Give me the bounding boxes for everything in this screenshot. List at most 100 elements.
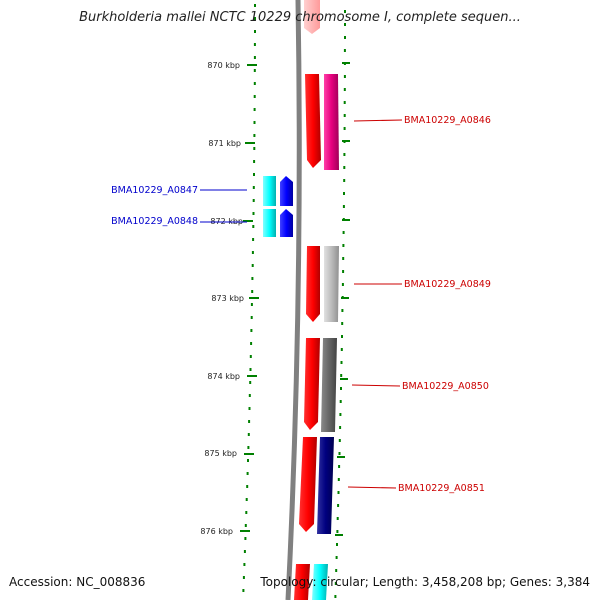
backbone-arc	[285, 0, 302, 600]
ring-dot	[339, 413, 342, 416]
ring-dot	[253, 134, 256, 137]
gene-label-848[interactable]: BMA10229_A0848	[111, 216, 198, 227]
gene-label-849[interactable]: BMA10229_A0849	[404, 279, 491, 290]
accession-label: Accession: NC_008836	[9, 575, 146, 589]
gene-arrow-846	[324, 74, 339, 170]
ring-dot	[338, 452, 341, 455]
ring-dot	[343, 75, 346, 78]
ring-dot	[334, 582, 337, 585]
ring-dot	[251, 290, 254, 293]
ring-dot	[343, 192, 345, 195]
ring-dot	[250, 303, 253, 306]
gene-top-partial-pink	[304, 0, 320, 34]
ring-dot	[247, 433, 250, 436]
ring-dot	[344, 10, 346, 13]
gene-arrow-848b	[280, 209, 293, 237]
ring-dot	[253, 173, 255, 176]
ring-dot	[337, 478, 340, 481]
ring-dot	[243, 563, 246, 566]
ring-dot	[246, 472, 249, 475]
ring-dot	[338, 465, 341, 468]
tick-label-871: 871 kbp	[208, 139, 241, 148]
ring-dot	[248, 420, 251, 423]
ring-dot	[245, 498, 248, 501]
tick-label-870: 870 kbp	[207, 61, 240, 70]
ring-dot	[250, 329, 253, 332]
leader-851	[347, 486, 397, 489]
ring-dot	[342, 231, 345, 234]
ring-dot	[340, 348, 343, 351]
ring-dot	[254, 4, 256, 7]
ring-dot	[254, 17, 256, 20]
gene-arrow-850	[321, 338, 337, 432]
ring-dot	[247, 459, 249, 462]
ring-dot	[341, 309, 344, 312]
genome-info-label: Topology: circular; Length: 3,458,208 bp…	[260, 575, 590, 589]
tick-label-874: 874 kbp	[207, 372, 240, 381]
ring-dot	[254, 30, 256, 33]
scale-ticks: 870 kbp 871 kbp 872 kbp 873 kbp 874 kbp …	[200, 61, 259, 536]
gene-label-850[interactable]: BMA10229_A0850	[402, 381, 489, 392]
gene-label-847[interactable]: BMA10229_A0847	[111, 185, 198, 196]
ring-dot	[334, 595, 337, 598]
ring-dot	[244, 537, 247, 540]
ring-dot	[339, 400, 342, 403]
ring-dot	[340, 374, 343, 377]
ring-dot	[341, 335, 343, 338]
ring-dot	[342, 205, 345, 208]
outer-ring-left	[242, 4, 256, 592]
ring-dot	[252, 238, 255, 241]
gene-arrow-847	[263, 176, 276, 206]
ring-dot	[242, 589, 245, 592]
gene-arrow-851	[317, 437, 334, 534]
ring-dot	[252, 212, 255, 215]
ring-dot	[337, 504, 340, 507]
ring-dot	[253, 95, 256, 98]
ring-dot	[336, 543, 338, 546]
cds-arrow-851	[299, 437, 317, 532]
gene-arrow-847b	[280, 176, 293, 206]
ring-dot	[343, 101, 346, 104]
ring-dot	[343, 179, 346, 182]
ring-dot	[250, 316, 253, 319]
ring-dot	[344, 36, 346, 39]
leader-846	[353, 119, 403, 122]
ring-dot	[335, 556, 338, 559]
ring-dot	[253, 160, 256, 163]
ring-dot	[341, 283, 344, 286]
ring-dot	[248, 407, 251, 410]
ring-dot	[340, 361, 343, 364]
ring-dot	[249, 368, 252, 371]
ring-dot	[252, 225, 255, 228]
ring-dot	[242, 576, 245, 579]
cds-arrow-850	[304, 338, 320, 430]
ring-dot	[253, 69, 256, 72]
ring-dot	[250, 342, 253, 345]
ring-dot	[253, 82, 256, 85]
ring-dot	[243, 550, 246, 553]
ring-dot	[342, 257, 345, 260]
gene-arrow-848	[263, 209, 276, 237]
ring-dot	[245, 511, 248, 514]
ring-dot	[244, 524, 247, 527]
ring-dot	[342, 270, 345, 273]
ring-dot	[246, 485, 249, 488]
ring-dot	[253, 43, 256, 46]
ring-dot	[248, 394, 251, 397]
ring-dot	[338, 439, 341, 442]
cds-arrow-849	[306, 246, 320, 322]
ring-dot	[343, 127, 346, 130]
ring-dot	[251, 264, 254, 267]
ring-dot	[249, 381, 252, 384]
ring-dot	[340, 387, 342, 390]
tick-label-873: 873 kbp	[211, 294, 244, 303]
leader-850	[351, 384, 401, 387]
ring-dot	[343, 88, 346, 91]
ring-dot	[344, 23, 346, 26]
gene-label-846[interactable]: BMA10229_A0846	[404, 115, 491, 126]
ring-dot	[341, 322, 344, 325]
gene-label-851[interactable]: BMA10229_A0851	[398, 483, 485, 494]
gene-bottom-partial-red	[294, 564, 310, 600]
gene-bottom-partial-cyan	[312, 564, 328, 600]
